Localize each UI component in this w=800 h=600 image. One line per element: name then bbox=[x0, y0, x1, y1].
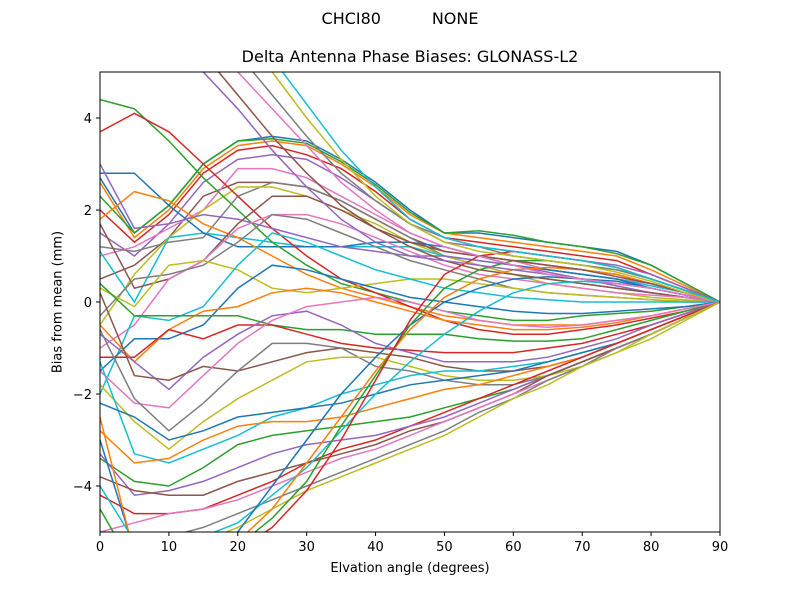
series-line bbox=[100, 301, 720, 391]
series-line bbox=[100, 283, 720, 342]
x-tick-label: 90 bbox=[712, 540, 729, 555]
y-tick-label: 2 bbox=[84, 204, 92, 219]
series-line bbox=[100, 250, 720, 532]
series-line bbox=[217, 72, 720, 303]
series-line bbox=[271, 72, 720, 303]
chart-title: Delta Antenna Phase Biases: GLONASS-L2 bbox=[241, 47, 579, 66]
series-line bbox=[100, 264, 720, 372]
y-axis-label: Bias from mean (mm) bbox=[50, 230, 66, 374]
x-tick-label: 40 bbox=[367, 540, 384, 555]
x-axis-label: Elvation angle (degrees) bbox=[330, 561, 490, 576]
y-tick-label: −2 bbox=[73, 388, 92, 403]
series-line bbox=[100, 112, 720, 335]
figure-suptitle: CHCI80 NONE bbox=[321, 9, 479, 28]
x-tick-label: 80 bbox=[643, 540, 660, 555]
y-tick-label: 4 bbox=[84, 112, 92, 127]
x-tick-label: 70 bbox=[574, 540, 591, 555]
x-tick-label: 30 bbox=[298, 540, 315, 555]
series-line bbox=[183, 301, 720, 532]
x-tick-label: 50 bbox=[436, 540, 453, 555]
x-tick-label: 20 bbox=[230, 540, 247, 555]
series-line bbox=[100, 140, 720, 303]
y-tick-label: 0 bbox=[84, 296, 92, 311]
x-axis-ticks: 0 10 20 30 40 50 60 70 80 90 bbox=[96, 532, 728, 555]
series-line bbox=[224, 301, 720, 532]
series-line bbox=[100, 296, 720, 409]
data-lines bbox=[100, 72, 720, 532]
series-line bbox=[100, 266, 720, 532]
series-line bbox=[236, 72, 720, 303]
x-tick-label: 0 bbox=[96, 540, 104, 555]
y-tick-label: −4 bbox=[73, 480, 92, 495]
x-tick-label: 10 bbox=[161, 540, 178, 555]
series-line bbox=[281, 72, 720, 303]
series-line bbox=[100, 232, 720, 395]
series-line bbox=[100, 287, 720, 363]
y-axis-ticks: −4 −2 0 2 4 bbox=[73, 112, 100, 495]
x-tick-label: 60 bbox=[505, 540, 522, 555]
series-line bbox=[100, 301, 720, 358]
